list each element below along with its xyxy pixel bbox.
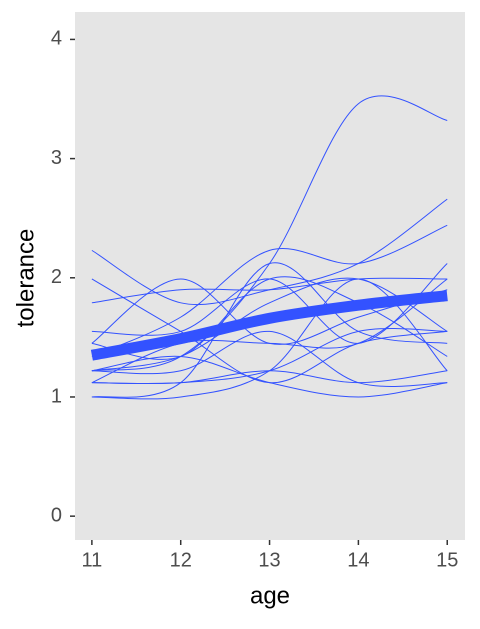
series-line bbox=[91, 95, 448, 372]
x-tick-label: 12 bbox=[170, 549, 192, 571]
panel bbox=[75, 12, 465, 540]
y-tick-label: 1 bbox=[51, 385, 62, 407]
y-tick-label: 4 bbox=[51, 28, 62, 50]
x-axis-title: age bbox=[250, 582, 290, 609]
series-line bbox=[91, 330, 448, 387]
series-line bbox=[91, 278, 448, 345]
series-line bbox=[91, 263, 448, 344]
x-tick-label: 14 bbox=[347, 549, 369, 571]
series-line bbox=[91, 277, 448, 372]
series-line bbox=[91, 224, 448, 357]
series-line bbox=[91, 328, 448, 385]
x-tick-label: 11 bbox=[81, 549, 102, 571]
y-axis-title: tolerance bbox=[12, 229, 39, 328]
x-tick-label: 15 bbox=[436, 549, 458, 571]
trend-line bbox=[90, 290, 448, 361]
y-tick-label: 0 bbox=[51, 504, 62, 526]
series-line bbox=[91, 277, 448, 304]
y-tick-label: 2 bbox=[51, 266, 62, 288]
x-tick-label: 13 bbox=[258, 549, 280, 571]
y-tick-label: 3 bbox=[51, 147, 62, 169]
series-line bbox=[91, 262, 448, 398]
